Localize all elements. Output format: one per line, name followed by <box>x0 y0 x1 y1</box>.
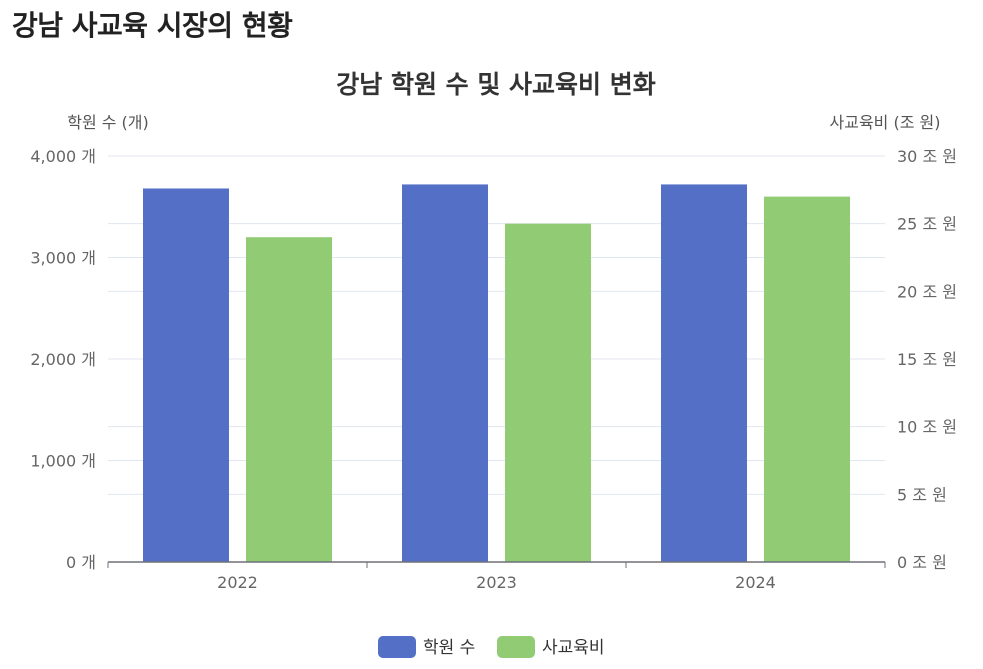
bar-education-cost[interactable] <box>246 237 332 562</box>
bar-academy-count[interactable] <box>402 184 488 563</box>
page-heading: 강남 사교육 시장의 현황 <box>12 9 293 42</box>
legend-label[interactable]: 학원 수 <box>423 638 475 658</box>
left-tick-label: 0 개 <box>66 553 96 572</box>
right-tick-label: 15 조 원 <box>897 350 957 369</box>
right-tick-label: 25 조 원 <box>897 215 957 234</box>
chart-title: 강남 학원 수 및 사교육비 변화 <box>336 70 656 99</box>
bar-education-cost[interactable] <box>505 223 591 562</box>
x-tick-label: 2023 <box>476 573 517 592</box>
left-tick-label: 2,000 개 <box>30 350 96 369</box>
bar-academy-count[interactable] <box>661 184 747 563</box>
x-tick-label: 2022 <box>217 573 258 592</box>
bars <box>143 184 850 563</box>
axes: 0 개 1,000 개 2,000 개 3,000 개 4,000 개 0 조 원 5 조 … <box>30 147 957 592</box>
right-tick-label: 20 조 원 <box>897 282 957 301</box>
legend-label[interactable]: 사교육비 <box>542 638 605 658</box>
legend-swatch[interactable] <box>497 636 535 658</box>
bar-education-cost[interactable] <box>764 196 850 562</box>
legend: 학원 수 사교육비 <box>378 636 605 658</box>
left-axis-name: 학원 수 (개) <box>67 113 149 132</box>
left-tick-label: 3,000 개 <box>30 249 96 268</box>
right-tick-label: 10 조 원 <box>897 418 957 437</box>
right-tick-label: 0 조 원 <box>897 553 947 572</box>
x-tick-label: 2024 <box>735 573 776 592</box>
right-tick-label: 5 조 원 <box>897 485 947 504</box>
left-tick-label: 4,000 개 <box>30 147 96 166</box>
grid-lines <box>108 155 885 495</box>
bar-academy-count[interactable] <box>143 188 229 563</box>
legend-swatch[interactable] <box>378 636 416 658</box>
right-tick-label: 30 조 원 <box>897 147 957 166</box>
left-tick-label: 1,000 개 <box>30 452 96 471</box>
right-axis-name: 사교육비 (조 원) <box>830 113 941 132</box>
